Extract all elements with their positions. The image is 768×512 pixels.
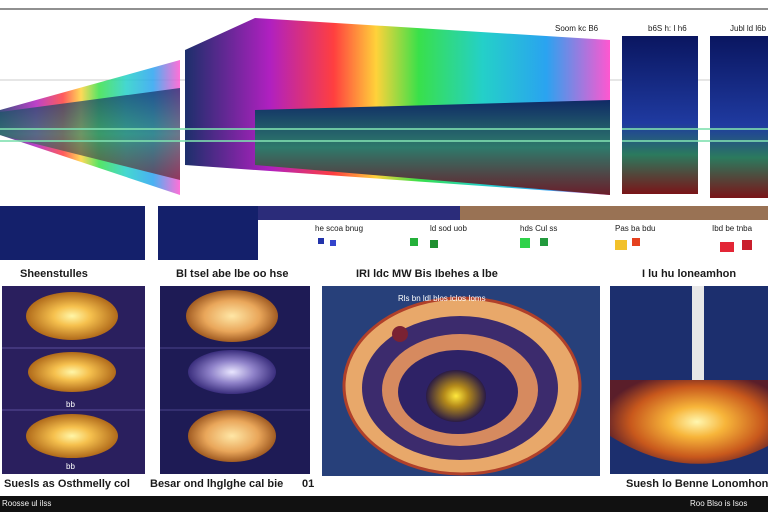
caption-mid-left: Bl tsel abe lbe oo hse bbox=[176, 268, 289, 280]
center-ring-graphic bbox=[342, 296, 582, 476]
right-panel bbox=[610, 286, 768, 474]
footer-mid: Besar ond lhglghe cal bie bbox=[150, 478, 284, 490]
left-stack-panel: bb bb bbox=[2, 286, 145, 474]
top-label-3: Jubl ld l6b bbox=[730, 24, 767, 33]
legend-band: he scoa bnug ld sod uob hds Cul ss Pas b… bbox=[0, 204, 768, 264]
footer-left: Suesls as Osthmelly col bbox=[4, 478, 130, 490]
footer-mid-number: 01 bbox=[302, 478, 315, 490]
top-label-2: b6S h: I h6 bbox=[648, 24, 687, 33]
caption-center: IRI ldc MW Bis Ibehes a lbe bbox=[356, 268, 498, 280]
bottom-bar-right: Roo Blso is Isos bbox=[690, 499, 748, 508]
mid-left-graphic bbox=[160, 290, 310, 462]
beam-graphic bbox=[0, 8, 768, 198]
top-beam-figure: Soom kc B6 b6S h: I h6 Jubl ld l6b bbox=[0, 0, 768, 200]
caption-left: Sheenstulles bbox=[20, 268, 88, 280]
legend-row-1: he scoa bnug bbox=[315, 224, 364, 233]
bottom-bar-left: Roosse ul ilss bbox=[2, 499, 52, 508]
legend-row-3: hds Cul ss bbox=[520, 224, 558, 233]
left-stack-graphic bbox=[2, 292, 145, 458]
footer-right: Suesh lo Benne Lonomhon bbox=[626, 478, 768, 490]
center-inner-caption: Rls bn ldl blos lclos Ioms bbox=[398, 294, 486, 303]
bottom-bar: Roosse ul ilss Roo Blso is Isos bbox=[0, 496, 768, 512]
legend-row-4: Pas ba bdu bbox=[615, 224, 656, 233]
left-inner-label-1: bb bbox=[66, 400, 75, 409]
legend-row-5: Ibd be tnba bbox=[712, 224, 753, 233]
right-glow-graphic bbox=[610, 286, 768, 464]
mid-left-stack-panel bbox=[160, 286, 310, 474]
center-main-panel: Rls bn ldl blos lclos Ioms bbox=[322, 286, 600, 476]
legend-row-2: ld sod uob bbox=[430, 224, 467, 233]
top-label-1: Soom kc B6 bbox=[555, 24, 599, 33]
left-inner-label-2: bb bbox=[66, 462, 75, 471]
band-graphic bbox=[0, 206, 768, 260]
caption-right: I lu hu loneamhon bbox=[642, 268, 737, 280]
